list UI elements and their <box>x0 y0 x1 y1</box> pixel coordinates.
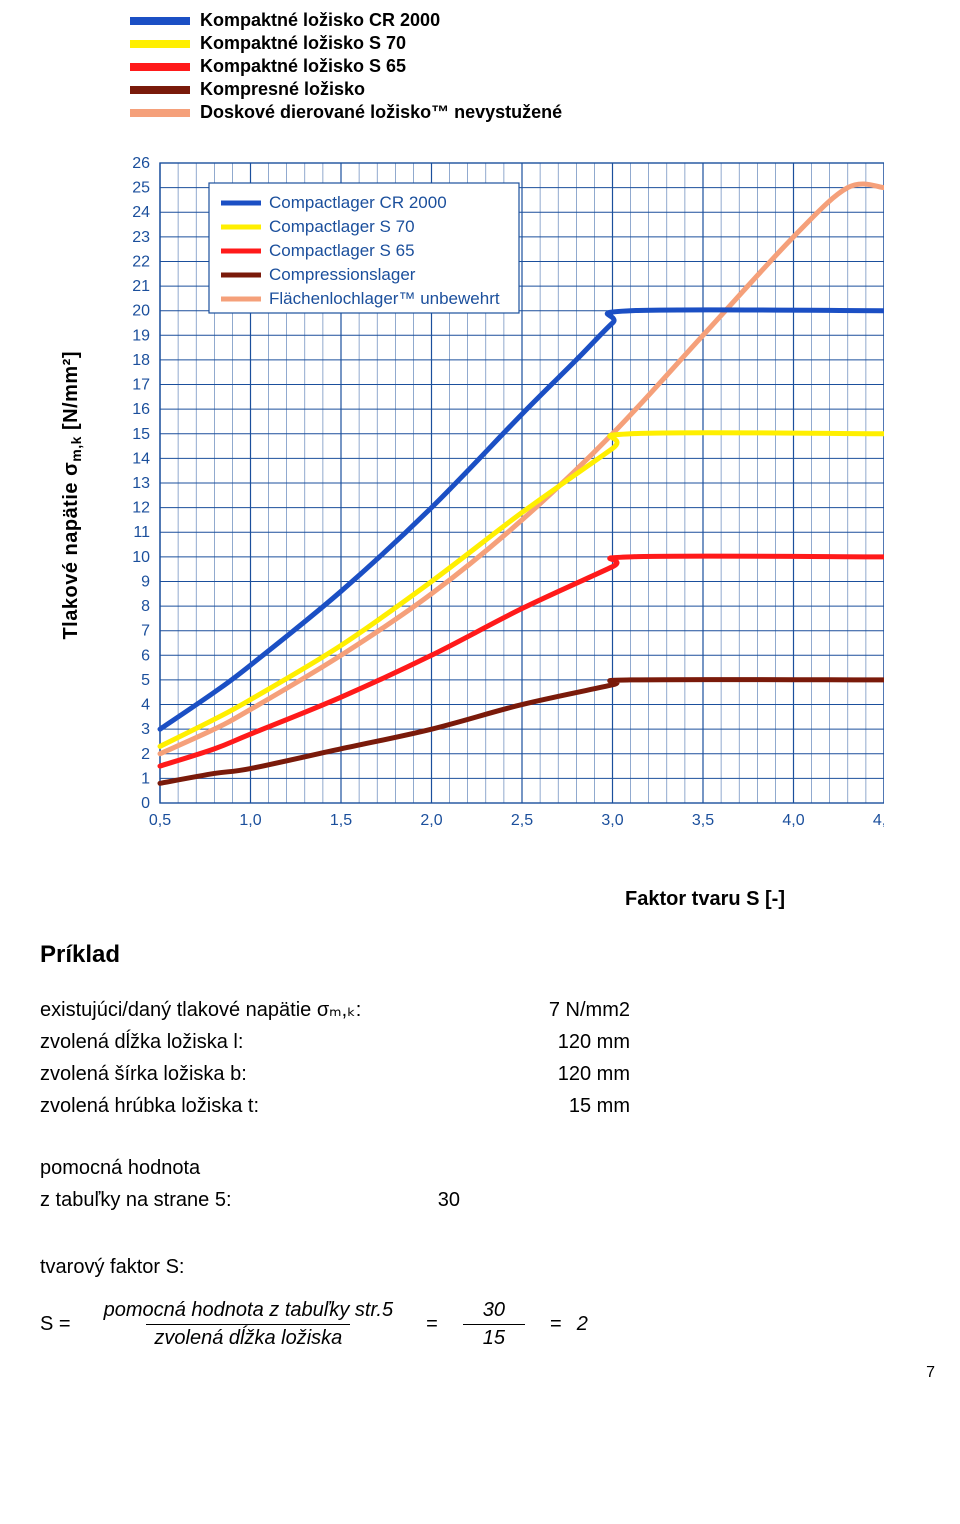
svg-text:12: 12 <box>132 500 150 517</box>
legend-item: Kompaktné ložisko CR 2000 <box>130 10 920 31</box>
svg-text:3: 3 <box>141 721 150 738</box>
legend-swatch <box>130 63 190 71</box>
svg-text:15: 15 <box>132 426 150 443</box>
example-row-value: 120 mm <box>470 1026 630 1058</box>
svg-text:Compactlager S 65: Compactlager S 65 <box>269 241 415 260</box>
legend-item: Kompaktné ložisko S 65 <box>130 56 920 77</box>
svg-text:Compressionslager: Compressionslager <box>269 265 416 284</box>
svg-text:1,0: 1,0 <box>239 812 261 829</box>
y-axis-label: Tlakové napätie σm,k [N/mm²] <box>60 351 84 640</box>
svg-text:24: 24 <box>132 204 150 221</box>
svg-text:10: 10 <box>132 549 150 566</box>
svg-text:4: 4 <box>141 697 150 714</box>
chart-svg: 0,51,01,52,02,53,03,54,04,50123456789101… <box>104 153 884 833</box>
svg-text:4,5: 4,5 <box>873 812 884 829</box>
svg-text:22: 22 <box>132 253 150 270</box>
legend-label: Kompresné ložisko <box>200 79 365 100</box>
svg-text:20: 20 <box>132 303 150 320</box>
svg-text:1: 1 <box>141 770 150 787</box>
svg-text:8: 8 <box>141 598 150 615</box>
example-row-label: zvolená šírka ložiska b: <box>40 1058 470 1090</box>
svg-text:14: 14 <box>132 450 150 467</box>
svg-text:26: 26 <box>132 155 150 172</box>
legend-swatch <box>130 17 190 25</box>
svg-text:4,0: 4,0 <box>782 812 804 829</box>
legend-swatch <box>130 109 190 117</box>
svg-text:3,5: 3,5 <box>692 812 714 829</box>
legend-label: Kompaktné ložisko S 70 <box>200 33 406 54</box>
aux-block: pomocná hodnota z tabuľky na strane 5: 3… <box>40 1152 920 1216</box>
example-row: zvolená šírka ložiska b:120 mm <box>40 1058 920 1090</box>
external-legend: Kompaktné ložisko CR 2000Kompaktné ložis… <box>130 10 920 123</box>
legend-label: Kompaktné ložisko CR 2000 <box>200 10 440 31</box>
eq-numerator: pomocná hodnota z tabuľky str.5 <box>96 1299 402 1324</box>
shape-factor-block: tvarový faktor S: S = pomocná hodnota z … <box>40 1256 920 1350</box>
aux-label-line2: z tabuľky na strane 5: <box>40 1184 380 1216</box>
equation: S = pomocná hodnota z tabuľky str.5 zvol… <box>40 1299 920 1350</box>
svg-text:2: 2 <box>141 746 150 763</box>
example-row: zvolená hrúbka ložiska t:15 mm <box>40 1090 920 1122</box>
svg-text:7: 7 <box>141 623 150 640</box>
chart-area: Tlakové napätie σm,k [N/mm²] 0,5 1,0 1,5 2,… <box>60 153 920 838</box>
example-row: existujúci/daný tlakové napätie σₘ,ₖ:7 N… <box>40 994 920 1026</box>
shape-factor-label: tvarový faktor S: <box>40 1256 920 1279</box>
svg-text:5: 5 <box>141 672 150 689</box>
svg-text:2,0: 2,0 <box>420 812 442 829</box>
svg-text:18: 18 <box>132 352 150 369</box>
svg-text:21: 21 <box>132 278 150 295</box>
example-title: Príklad <box>40 941 920 969</box>
svg-text:25: 25 <box>132 180 150 197</box>
eq-den-val: 15 <box>463 1324 525 1350</box>
example-row-value: 7 N/mm2 <box>470 994 630 1026</box>
svg-text:13: 13 <box>132 475 150 492</box>
svg-text:Compactlager CR 2000: Compactlager CR 2000 <box>269 193 447 212</box>
example-row-label: existujúci/daný tlakové napätie σₘ,ₖ: <box>40 994 470 1026</box>
svg-text:Compactlager S 70: Compactlager S 70 <box>269 217 415 236</box>
x-axis-label: Faktor tvaru S [-] <box>490 888 920 911</box>
svg-text:Flächenlochlager™ unbewehrt: Flächenlochlager™ unbewehrt <box>269 289 500 308</box>
legend-item: Kompresné ložisko <box>130 79 920 100</box>
svg-text:23: 23 <box>132 229 150 246</box>
svg-text:9: 9 <box>141 573 150 590</box>
eq-lhs: S = <box>40 1313 71 1336</box>
eq-result: 2 <box>577 1313 588 1336</box>
example-row-label: zvolená dĺžka ložiska l: <box>40 1026 470 1058</box>
legend-item: Kompaktné ložisko S 70 <box>130 33 920 54</box>
legend-label: Kompaktné ložisko S 65 <box>200 56 406 77</box>
svg-text:17: 17 <box>132 377 150 394</box>
legend-swatch <box>130 40 190 48</box>
legend-swatch <box>130 86 190 94</box>
example-data-rows: existujúci/daný tlakové napätie σₘ,ₖ:7 N… <box>40 994 920 1122</box>
svg-text:2,5: 2,5 <box>511 812 533 829</box>
eq-denominator: zvolená dĺžka ložiska <box>146 1324 350 1350</box>
eq-num-val: 30 <box>463 1299 525 1324</box>
svg-text:6: 6 <box>141 647 150 664</box>
legend-item: Doskové dierované ložisko™ nevystužené <box>130 102 920 123</box>
example-row-label: zvolená hrúbka ložiska t: <box>40 1090 470 1122</box>
svg-text:1,5: 1,5 <box>330 812 352 829</box>
svg-text:3,0: 3,0 <box>601 812 623 829</box>
svg-text:19: 19 <box>132 327 150 344</box>
aux-label-line1: pomocná hodnota <box>40 1152 920 1184</box>
svg-text:0: 0 <box>141 795 150 812</box>
legend-label: Doskové dierované ložisko™ nevystužené <box>200 102 562 123</box>
example-row-value: 15 mm <box>470 1090 630 1122</box>
example-block: Príklad existujúci/daný tlakové napätie … <box>40 941 920 1350</box>
aux-value: 30 <box>380 1184 460 1216</box>
example-row: zvolená dĺžka ložiska l:120 mm <box>40 1026 920 1058</box>
page-number: 7 <box>926 1364 935 1382</box>
example-row-value: 120 mm <box>470 1058 630 1090</box>
svg-text:16: 16 <box>132 401 150 418</box>
svg-text:11: 11 <box>133 524 150 541</box>
svg-text:0,5: 0,5 <box>149 812 171 829</box>
